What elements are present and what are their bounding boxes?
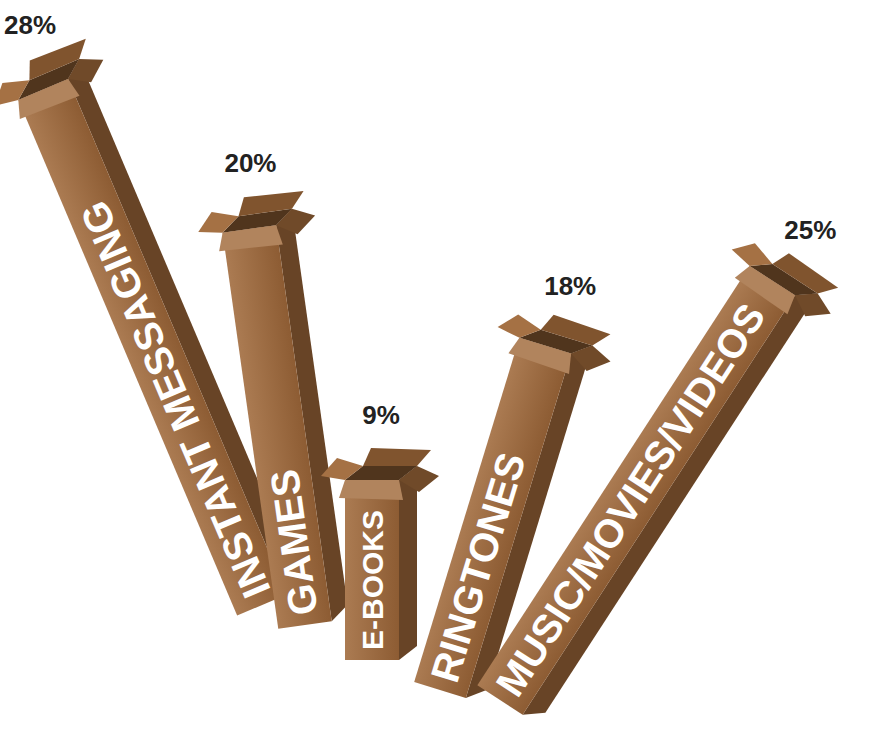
box-flap xyxy=(339,480,403,500)
value-label: 20% xyxy=(224,148,276,178)
bar: GAMES xyxy=(194,188,371,632)
box-flap xyxy=(541,312,611,349)
value-label: 18% xyxy=(544,271,596,301)
box-flap xyxy=(508,336,575,374)
value-label: 25% xyxy=(784,215,836,245)
category-label: E-BOOKS xyxy=(356,510,389,650)
box-flap xyxy=(399,466,439,492)
box-flap xyxy=(568,340,614,377)
bar-front xyxy=(223,225,332,629)
bar: MUSIC/MOVIES/VIDEOS xyxy=(457,226,846,732)
bar-side xyxy=(523,284,818,725)
box-flap xyxy=(217,225,283,254)
bar-front xyxy=(345,480,399,660)
box-flap xyxy=(13,77,80,120)
bar-front xyxy=(477,266,795,715)
value-label: 28% xyxy=(4,10,56,40)
value-label: 9% xyxy=(362,400,400,430)
bar: E-BOOKS xyxy=(321,448,439,660)
box-flap xyxy=(321,458,363,480)
box-flap xyxy=(363,448,431,466)
chart: INSTANT MESSAGINGGAMESE-BOOKSRINGTONESMU… xyxy=(0,0,875,732)
category-label: GAMES xyxy=(262,467,326,618)
box-flap xyxy=(274,206,317,237)
box-flap xyxy=(788,284,836,328)
category-label: MUSIC/MOVIES/VIDEOS xyxy=(487,296,773,704)
value-labels: 28% 20% 9% 18% 25% xyxy=(4,10,836,430)
